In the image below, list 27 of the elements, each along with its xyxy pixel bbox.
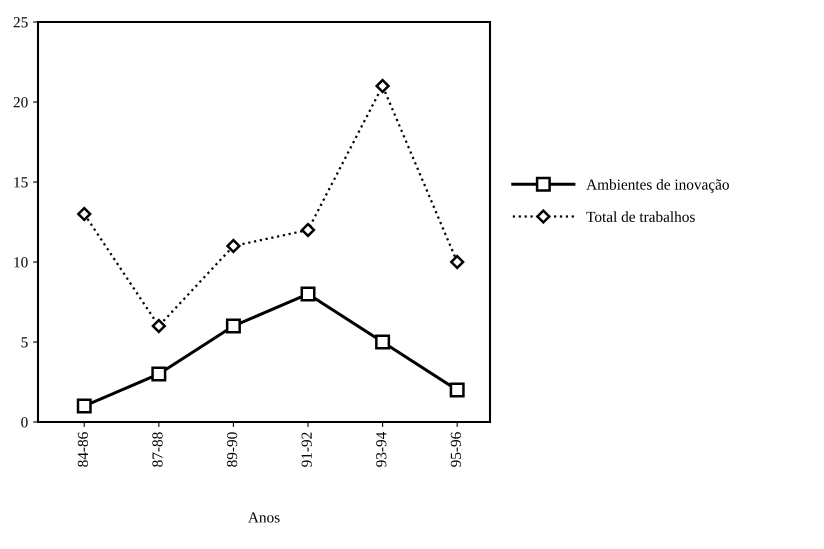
x-tick-label: 89-90 xyxy=(226,432,238,467)
y-tick-label: 20 xyxy=(14,97,28,108)
point xyxy=(300,222,316,238)
point xyxy=(375,78,390,94)
x-tick-label: 93-94 xyxy=(376,432,386,467)
point xyxy=(226,318,241,334)
point xyxy=(450,382,465,398)
y-tick-label: 25 xyxy=(14,17,28,28)
x-tick-label: 84-86 xyxy=(78,432,88,467)
point xyxy=(77,206,92,222)
y-tick-label: 5 xyxy=(22,337,28,348)
point xyxy=(300,286,316,302)
y-tick-label: 15 xyxy=(14,177,28,188)
point xyxy=(450,254,464,270)
legend-label: Total de trabalhos xyxy=(586,211,695,222)
x-tick-label: 87-88 xyxy=(152,432,163,467)
point xyxy=(226,238,241,254)
point xyxy=(375,334,390,350)
x-axis-title: Anos xyxy=(248,512,280,523)
y-tick-label: 0 xyxy=(21,417,28,428)
legend-label: Ambientes de inovação xyxy=(586,178,729,193)
point xyxy=(151,366,166,382)
y-tick-label: 10 xyxy=(14,257,28,268)
x-tick-label: 91-92 xyxy=(302,432,312,467)
x-tick-label: 95-96 xyxy=(450,432,462,467)
point xyxy=(76,398,92,414)
point xyxy=(152,318,166,334)
